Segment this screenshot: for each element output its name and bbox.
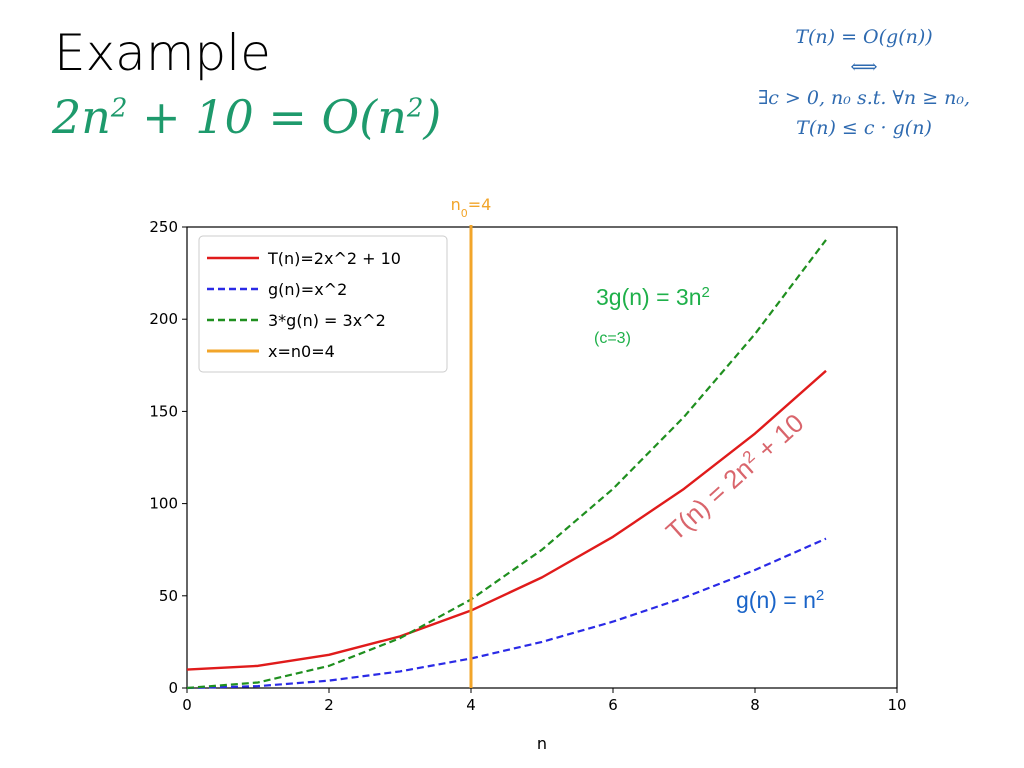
slide-subtitle: 2n2 + 10 = O(n2) <box>52 94 441 140</box>
legend-label: x=n0=4 <box>268 342 335 361</box>
x-tick-label: 10 <box>887 696 906 714</box>
legend-box <box>198 235 448 373</box>
x-axis-label: n <box>537 734 547 753</box>
x-tick-label: 6 <box>608 696 618 714</box>
n0-line-label: n0=4 <box>451 195 492 220</box>
t-curve-annotation: T(n) = 2n2 + 10 <box>660 407 810 546</box>
definition-line-4: T(n) ≤ c · g(n) <box>796 117 932 140</box>
series-line-2 <box>186 537 827 690</box>
subtitle-end: ) <box>423 90 442 144</box>
subtitle-exponent-1: 2 <box>110 93 128 124</box>
x-tick-label: 2 <box>324 696 334 714</box>
definition-iff-symbol: ⟺ <box>850 56 878 79</box>
y-tick-label: 100 <box>149 495 178 513</box>
series-line-1 <box>186 369 827 671</box>
x-tick-label: 4 <box>466 696 476 714</box>
y-tick-label: 0 <box>168 679 178 697</box>
subtitle-exponent-2: 2 <box>406 93 424 124</box>
y-tick-label: 250 <box>149 218 178 236</box>
y-tick-label: 50 <box>159 587 178 605</box>
legend-label: g(n)=x^2 <box>268 280 347 299</box>
chart-legend: T(n)=2x^2 + 10 g(n)=x^2 3*g(n) = 3x^2 x=n0=… <box>198 235 448 373</box>
three-g-annotation: 3g(n) = 3n2 <box>596 284 710 311</box>
series-line-3 <box>186 239 827 690</box>
subtitle-mid: + 10 = O(n <box>127 90 407 144</box>
slide-title: Example <box>54 24 271 82</box>
x-tick-label: 8 <box>750 696 760 714</box>
definition-line-1: T(n) = O(g(n)) <box>795 26 933 48</box>
c-value-note: (c=3) <box>594 330 631 347</box>
x-tick-label: 0 <box>182 696 192 714</box>
plot-frame <box>186 226 898 689</box>
g-curve-annotation: g(n) = n2 <box>736 587 824 614</box>
legend-label: T(n)=2x^2 + 10 <box>267 249 401 268</box>
big-o-definition: T(n) = O(g(n)) ⟺ ∃c > 0, n₀ s.t. ∀n ≥ n₀… <box>714 22 1014 144</box>
definition-line-3: ∃c > 0, n₀ s.t. ∀n ≥ n₀, <box>757 86 971 109</box>
legend-label: 3*g(n) = 3x^2 <box>268 311 386 330</box>
y-tick-label: 200 <box>149 310 178 328</box>
subtitle-lhs: 2n <box>52 90 111 144</box>
y-tick-label: 150 <box>149 402 178 420</box>
